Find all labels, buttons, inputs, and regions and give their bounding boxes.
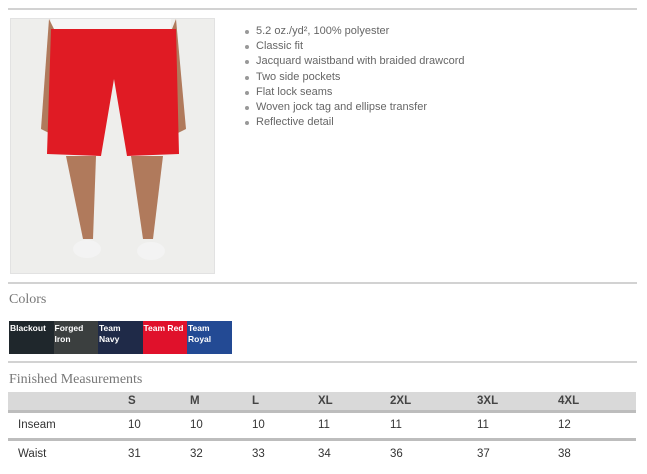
header-size: 4XL bbox=[558, 392, 636, 413]
swatch-team-red[interactable]: Team Red bbox=[142, 321, 187, 354]
colors-heading: Colors bbox=[9, 292, 47, 307]
measurements-table: S M L XL 2XL 3XL 4XL Inseam 10 10 10 11 … bbox=[8, 392, 636, 467]
feature-item: Two side pockets bbox=[244, 70, 465, 85]
cell: 12 bbox=[558, 411, 636, 441]
cell: 33 bbox=[252, 447, 265, 460]
cell: 10 bbox=[128, 411, 190, 441]
swatch-team-navy[interactable]: Team Navy bbox=[98, 321, 143, 354]
cell: 34 bbox=[318, 447, 331, 460]
cell: 31 bbox=[128, 447, 141, 460]
row-label: Inseam bbox=[8, 411, 128, 441]
table-header: S M L XL 2XL 3XL 4XL bbox=[8, 392, 636, 413]
header-size: S bbox=[128, 392, 190, 413]
feature-item: 5.2 oz./yd², 100% polyester bbox=[244, 24, 465, 39]
table-row: Inseam 10 10 10 11 11 11 12 bbox=[8, 411, 636, 441]
measurements-heading: Finished Measurements bbox=[9, 372, 143, 387]
cell: 37 bbox=[477, 447, 490, 460]
header-size: 3XL bbox=[477, 392, 558, 413]
divider bbox=[8, 361, 637, 363]
cell: 11 bbox=[477, 411, 558, 441]
feature-item: Jacquard waistband with braided drawcord bbox=[244, 54, 465, 69]
cell: 10 bbox=[252, 411, 318, 441]
cell: 32 bbox=[190, 447, 203, 460]
product-image bbox=[10, 18, 215, 274]
table-row: Waist 31 32 33 34 36 37 38 bbox=[8, 439, 636, 467]
feature-list: 5.2 oz./yd², 100% polyester Classic fit … bbox=[244, 24, 465, 130]
swatch-forged-iron[interactable]: Forged Iron bbox=[53, 321, 98, 354]
cell: 11 bbox=[390, 411, 477, 441]
color-swatches: Blackout Forged Iron Team Navy Team Red … bbox=[9, 321, 232, 354]
cell: 11 bbox=[318, 411, 390, 441]
divider bbox=[8, 8, 637, 10]
cell: 36 bbox=[390, 447, 403, 460]
swatch-team-royal[interactable]: Team Royal bbox=[187, 321, 232, 354]
feature-item: Classic fit bbox=[244, 39, 465, 54]
row-label: Waist bbox=[18, 447, 47, 460]
feature-item: Reflective detail bbox=[244, 115, 465, 130]
header-size: M bbox=[190, 392, 252, 413]
swatch-blackout[interactable]: Blackout bbox=[9, 321, 54, 354]
header-size: XL bbox=[318, 392, 390, 413]
divider bbox=[8, 282, 637, 284]
feature-item: Flat lock seams bbox=[244, 85, 465, 100]
cell: 38 bbox=[558, 447, 571, 460]
header-size: 2XL bbox=[390, 392, 477, 413]
header-size: L bbox=[252, 392, 318, 413]
feature-item: Woven jock tag and ellipse transfer bbox=[244, 100, 465, 115]
cell: 10 bbox=[190, 411, 252, 441]
header-blank bbox=[8, 392, 128, 413]
